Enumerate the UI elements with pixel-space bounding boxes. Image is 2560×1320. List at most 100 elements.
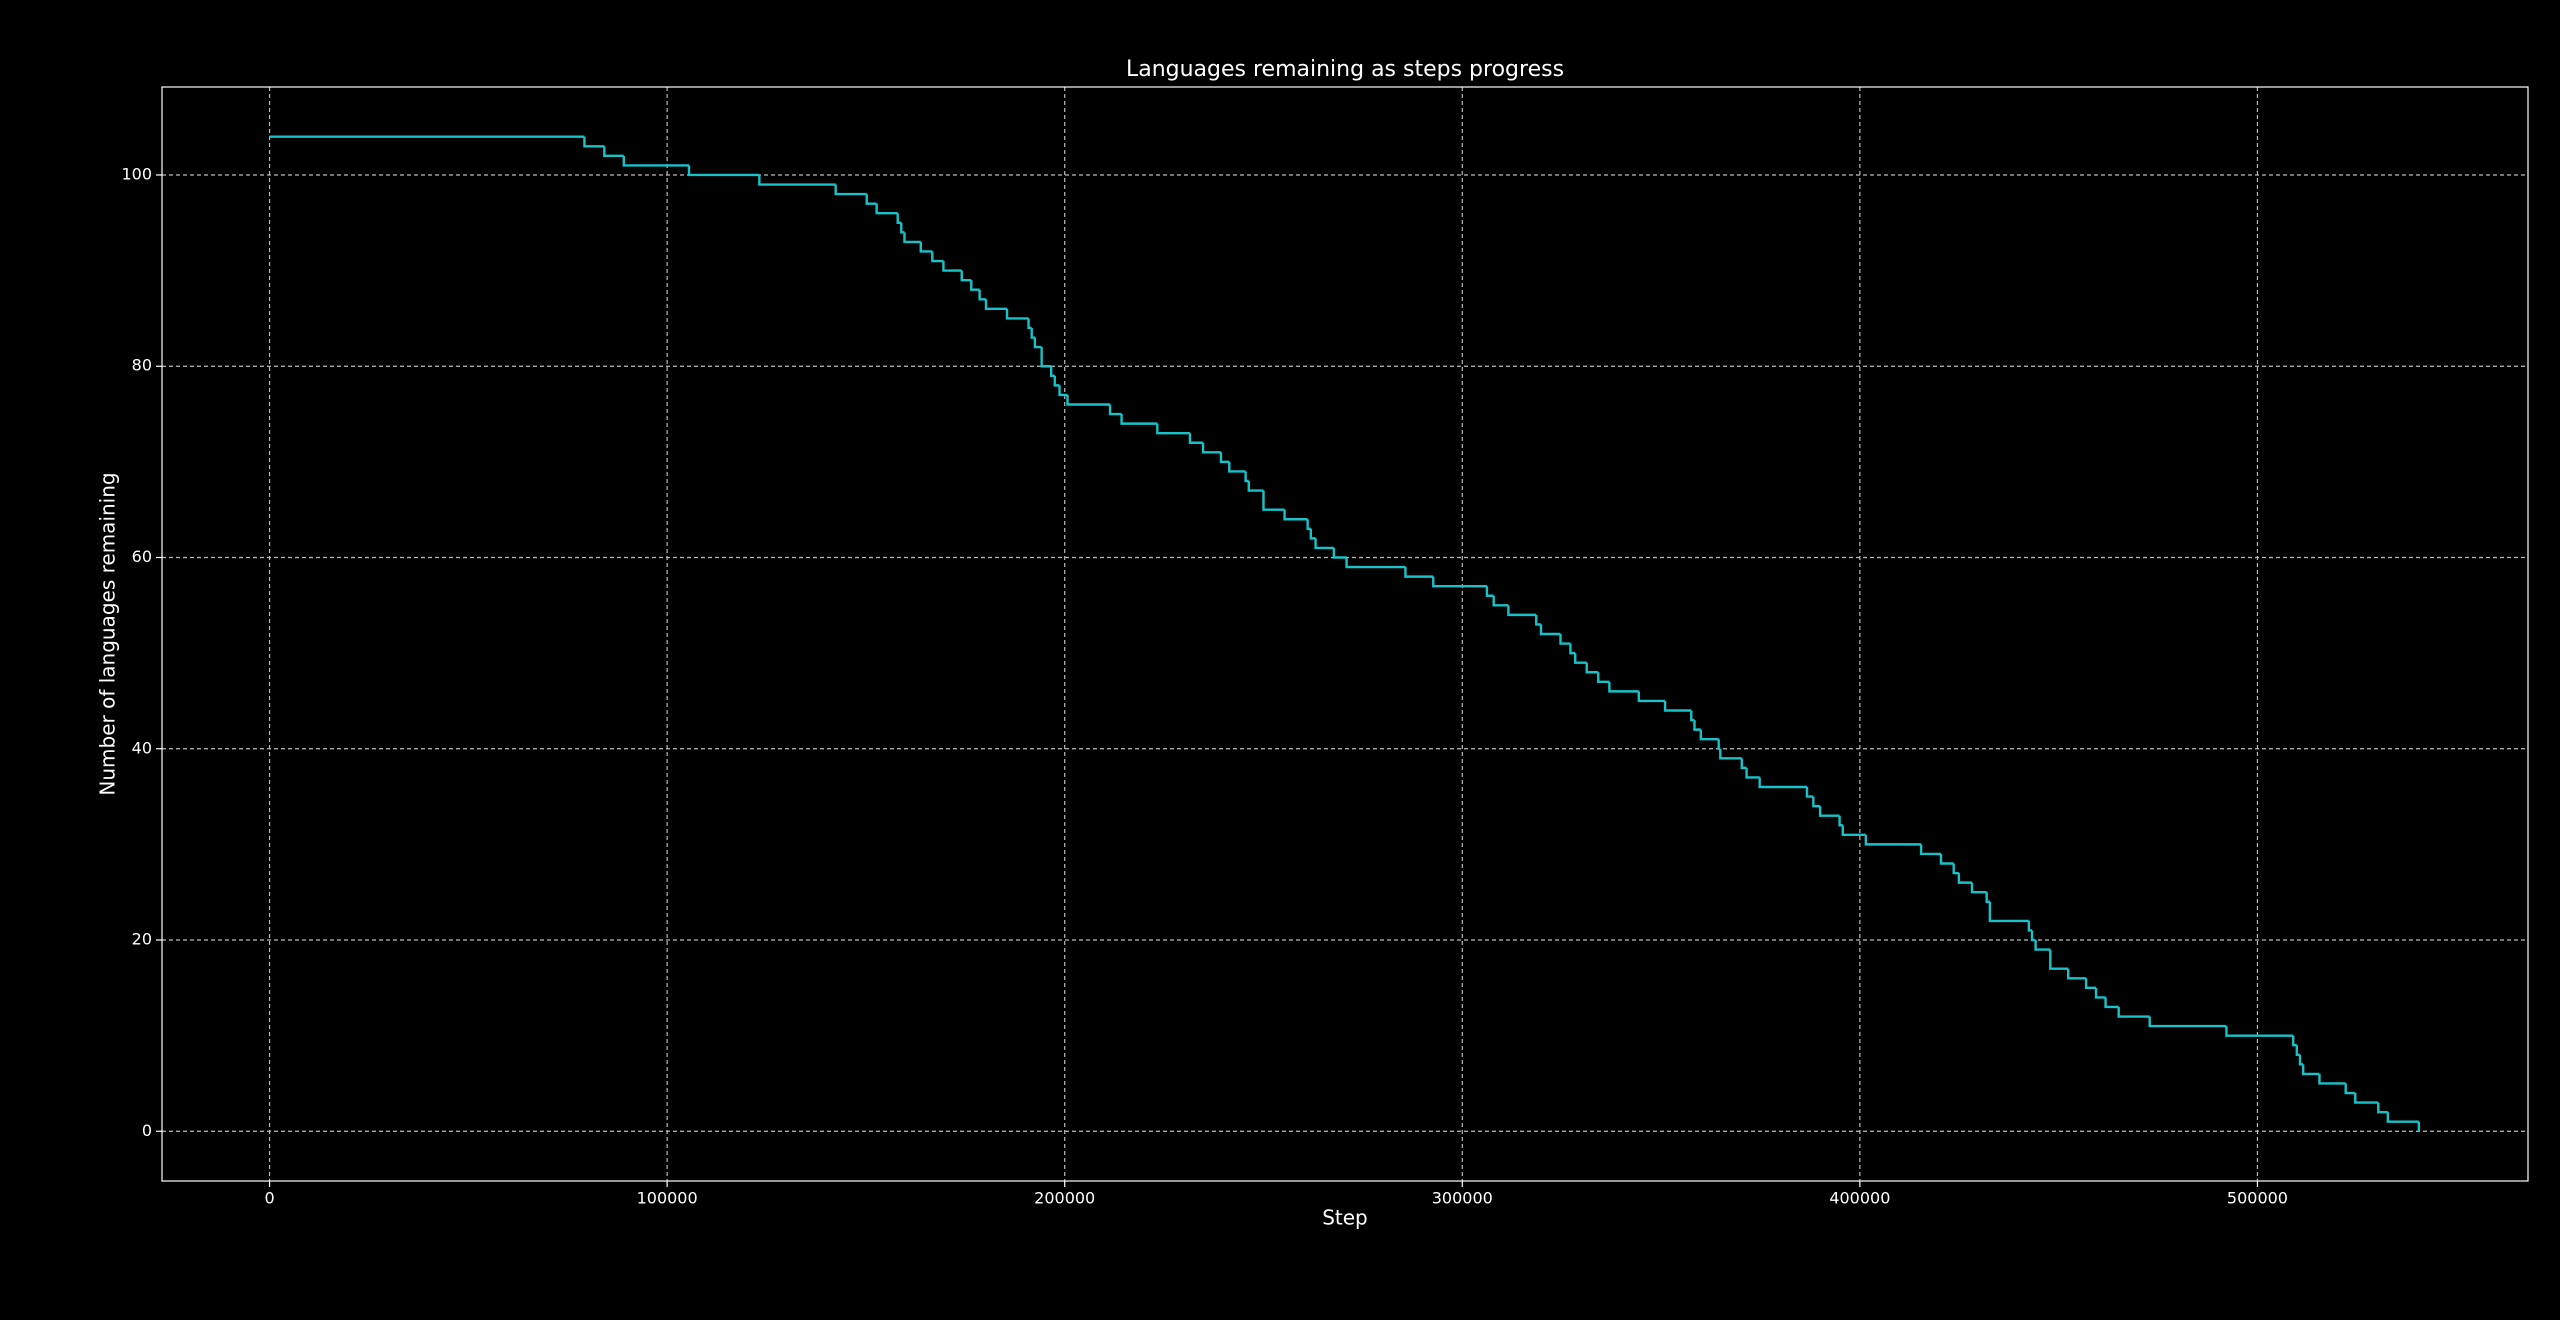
x-tick-label: 200000 <box>1034 1189 1095 1208</box>
step-segment <box>1507 605 1537 617</box>
step-segment <box>1066 394 1111 406</box>
step-segment <box>1985 892 1990 903</box>
step-segment <box>1262 490 1285 511</box>
step-segment <box>2377 1102 2388 1114</box>
step-segment <box>1228 461 1246 473</box>
step-segment <box>1108 404 1122 416</box>
step-segment <box>1492 595 1509 607</box>
step-segment <box>1805 787 1814 798</box>
step-segment <box>758 174 836 186</box>
step-segment <box>2027 920 2033 932</box>
step-segment <box>1188 433 1204 444</box>
step-segment <box>1309 528 1316 540</box>
step-segment <box>1717 739 1721 750</box>
x-tick-label: 100000 <box>637 1189 698 1208</box>
step-segment <box>1314 538 1334 550</box>
step-segment <box>2301 1064 2320 1076</box>
step-segment <box>1919 844 1941 856</box>
step-segment <box>1053 375 1060 387</box>
step-segment <box>1699 729 1719 741</box>
step-segment <box>2104 997 2119 1009</box>
step-segment <box>1040 347 1052 368</box>
step-segment <box>2067 968 2087 980</box>
x-tick-label: 300000 <box>1432 1189 1493 1208</box>
step-segment <box>1637 691 1666 703</box>
step-segment <box>865 194 877 205</box>
step-segment <box>1156 423 1190 435</box>
plot-frame <box>161 86 2529 1182</box>
step-segment <box>1033 337 1042 349</box>
step-segment <box>1957 873 1972 884</box>
x-tick-label: 400000 <box>1829 1189 1890 1208</box>
step-segment <box>1693 720 1701 731</box>
x-tick-label: 0 <box>264 1189 274 1208</box>
y-tick-label: 80 <box>132 356 152 375</box>
y-tick-label: 100 <box>121 164 152 183</box>
step-segment <box>1812 796 1821 808</box>
step-segment <box>583 136 605 148</box>
step-segment <box>1201 442 1221 454</box>
step-segment <box>1569 643 1576 655</box>
step-segment <box>1970 882 1987 894</box>
step-segment <box>1345 557 1406 569</box>
step-segment <box>1818 806 1840 817</box>
y-axis-label: Number of languages remaining <box>96 472 120 795</box>
step-segment <box>1027 318 1032 330</box>
step-segment <box>1332 547 1347 559</box>
step-segment <box>1719 748 1742 760</box>
step-segment <box>687 165 760 177</box>
step-segment <box>1559 634 1571 645</box>
step-segment <box>1608 681 1639 693</box>
step-segment <box>1988 901 2029 923</box>
step-segment <box>1841 825 1866 837</box>
step-segment <box>960 270 972 282</box>
step-segment <box>2354 1093 2379 1104</box>
y-tick-label: 0 <box>142 1121 152 1140</box>
step-segment <box>2225 1026 2294 1037</box>
step-segment <box>919 241 933 253</box>
step-segment <box>2386 1112 2419 1123</box>
step-segment <box>2117 1006 2150 1018</box>
step-segment <box>1535 614 1542 626</box>
step-segment <box>2094 987 2106 999</box>
y-tick-label: 60 <box>132 547 152 566</box>
step-segment <box>1432 576 1487 588</box>
y-tick-label: 40 <box>132 738 152 757</box>
x-axis-label: Step <box>1322 1206 1368 1230</box>
step-segment <box>1219 452 1230 464</box>
step-segment <box>1864 834 1922 846</box>
step-segment <box>1597 672 1610 684</box>
step-segment <box>2034 940 2051 951</box>
step-segment <box>931 251 944 263</box>
step-segment <box>2298 1054 2304 1066</box>
y-tick-label: 20 <box>132 930 152 949</box>
step-segment <box>1745 767 1760 779</box>
x-tick-label: 500000 <box>2227 1189 2288 1208</box>
step-segment <box>1120 414 1158 425</box>
step-segment <box>603 146 624 158</box>
step-segment <box>970 280 980 291</box>
step-segment <box>622 155 689 167</box>
step-segment <box>1539 624 1561 636</box>
step-segment <box>2148 1016 2227 1028</box>
step-segment <box>1247 480 1264 492</box>
step-segment <box>1740 758 1747 770</box>
step-segment <box>1663 700 1692 712</box>
step-segment <box>984 299 1008 311</box>
step-segment <box>834 184 867 196</box>
step-segment <box>2049 949 2069 970</box>
step-segment <box>875 203 898 215</box>
step-segment <box>2344 1083 2356 1095</box>
step-segment <box>1690 710 1695 722</box>
step-segment <box>1574 653 1587 664</box>
chart-title: Languages remaining as steps progress <box>1126 57 1564 82</box>
step-segment <box>1283 509 1308 521</box>
step-segment <box>1005 308 1029 320</box>
step-segment <box>1404 567 1434 578</box>
step-segment <box>1058 385 1068 397</box>
step-segment <box>942 261 962 272</box>
step-segment <box>903 232 921 244</box>
